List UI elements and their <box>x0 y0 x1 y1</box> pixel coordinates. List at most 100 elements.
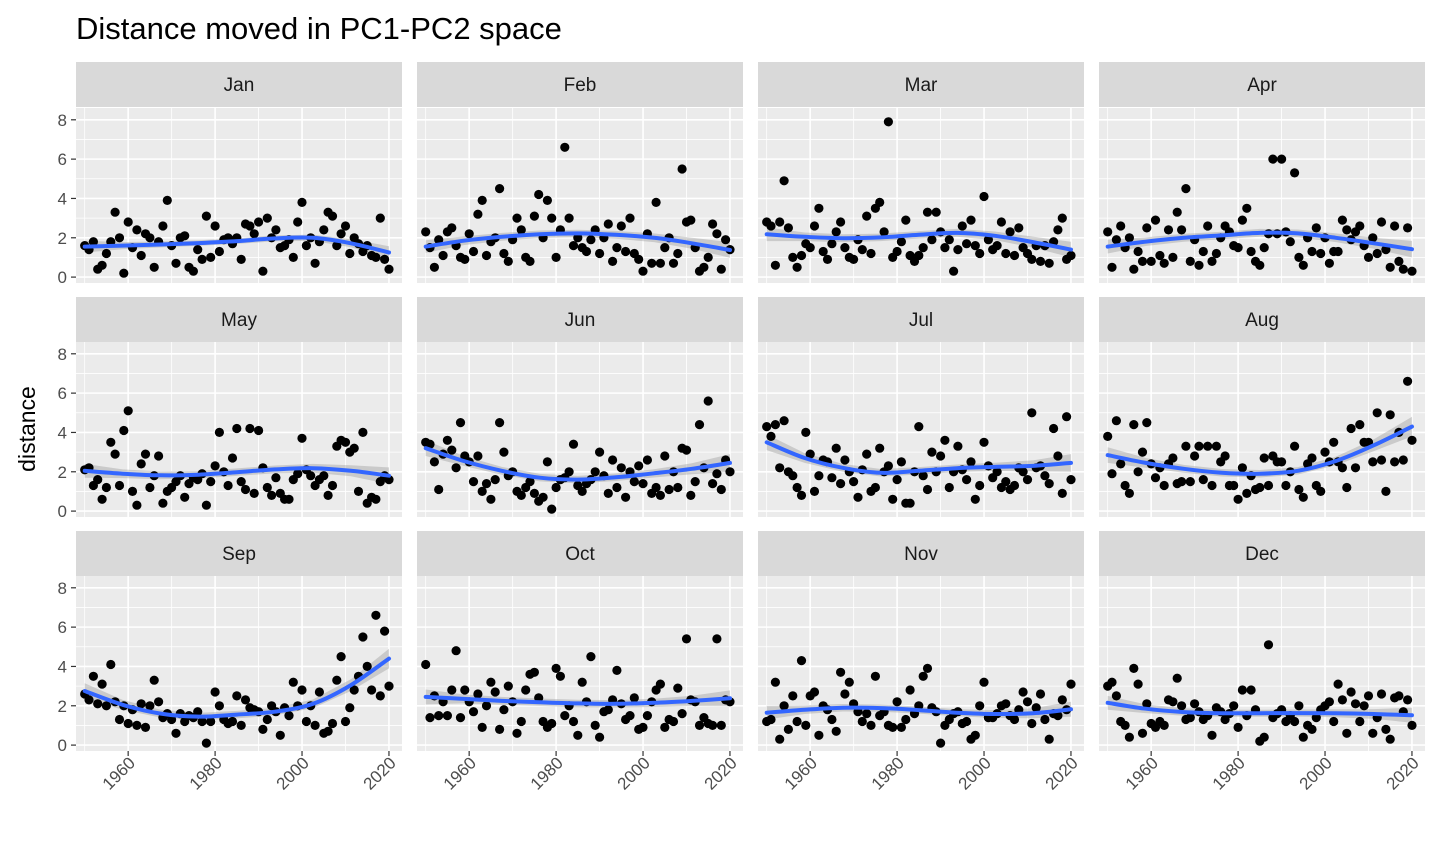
data-point <box>796 250 807 261</box>
data-point <box>455 713 466 723</box>
data-point <box>608 256 618 266</box>
data-point <box>944 235 954 245</box>
data-point <box>638 266 648 276</box>
data-point <box>1237 463 1247 473</box>
data-point <box>927 235 937 245</box>
panel-oct: Oct 1960 1980 2000 2020 <box>417 531 743 794</box>
data-point <box>1142 223 1152 233</box>
strip-feb <box>417 62 743 107</box>
data-point <box>188 266 198 276</box>
data-point <box>425 439 435 449</box>
data-point <box>114 714 125 725</box>
data-point <box>836 217 846 227</box>
data-point <box>577 486 587 496</box>
data-point <box>1207 480 1217 491</box>
data-point <box>455 418 466 428</box>
smooth-line <box>82 466 391 478</box>
data-point <box>193 245 203 255</box>
y-tick-label: 2 <box>58 229 67 248</box>
data-point <box>1009 250 1020 261</box>
data-point <box>468 246 479 257</box>
data-point <box>332 241 342 251</box>
data-point <box>1242 203 1252 213</box>
data-point <box>293 469 303 479</box>
data-point <box>1062 412 1072 422</box>
data-point <box>1398 455 1408 465</box>
data-point <box>555 671 566 681</box>
data-point <box>905 498 915 508</box>
y-tick-label: 0 <box>58 268 67 287</box>
data-point <box>1044 258 1054 268</box>
data-point <box>1035 256 1046 266</box>
x-tick-label: 1960 <box>1122 753 1162 793</box>
data-point <box>1346 687 1356 697</box>
data-point <box>249 229 259 239</box>
data-point <box>809 486 820 496</box>
data-point <box>721 235 731 245</box>
data-point <box>1298 492 1308 502</box>
data-point <box>384 264 394 274</box>
data-point <box>822 254 833 264</box>
data-point <box>1142 418 1152 428</box>
strip-label-sep: Sep <box>222 544 256 565</box>
data-point <box>595 447 605 457</box>
data-point <box>779 701 789 711</box>
data-point <box>1233 494 1243 504</box>
data-point <box>966 215 976 225</box>
data-point <box>227 716 238 727</box>
strip-label-jul: Jul <box>909 310 933 331</box>
data-point <box>481 250 492 261</box>
strip-label-may: May <box>221 310 257 331</box>
data-point <box>551 482 561 493</box>
data-point <box>766 431 776 441</box>
data-point <box>1129 663 1139 674</box>
data-point <box>1285 237 1295 247</box>
x-tick-label: 1980 <box>868 753 908 793</box>
data-point <box>888 494 898 504</box>
data-point <box>875 443 885 453</box>
data-point <box>1337 695 1347 705</box>
data-point <box>1111 416 1121 426</box>
data-point <box>870 482 881 493</box>
data-point <box>262 482 272 493</box>
data-point <box>201 500 211 510</box>
data-point <box>521 685 531 695</box>
data-point <box>481 701 492 711</box>
data-point <box>634 254 644 264</box>
smooth-line <box>764 230 1073 252</box>
data-point <box>551 252 561 262</box>
data-point <box>119 268 129 278</box>
data-point <box>1203 441 1213 451</box>
data-point <box>779 416 789 426</box>
data-point <box>805 449 815 459</box>
x-tick-label: 1980 <box>1209 753 1249 793</box>
data-point <box>140 722 151 733</box>
data-point <box>668 716 679 727</box>
data-point <box>809 687 820 697</box>
data-point <box>101 701 111 711</box>
data-point <box>922 207 933 217</box>
smooth-line <box>764 440 1073 475</box>
data-point <box>1168 453 1178 463</box>
data-point <box>840 455 850 465</box>
data-point <box>1307 724 1317 735</box>
data-point <box>673 683 683 693</box>
data-point <box>712 469 722 479</box>
data-point <box>547 718 557 729</box>
strip-label-dec: Dec <box>1245 544 1279 565</box>
y-tick-label: 4 <box>58 189 67 208</box>
y-tick-label: 8 <box>58 345 67 364</box>
data-point <box>262 213 272 223</box>
data-point <box>371 610 381 620</box>
data-point <box>214 246 224 257</box>
confidence-band <box>1107 695 1412 723</box>
data-point <box>93 475 103 485</box>
data-point <box>499 248 509 259</box>
data-point <box>1237 685 1247 695</box>
data-point <box>367 685 377 695</box>
strip-oct <box>417 531 743 576</box>
data-point <box>677 709 687 719</box>
data-point <box>862 709 872 719</box>
data-point <box>490 475 500 485</box>
data-point <box>332 675 342 685</box>
